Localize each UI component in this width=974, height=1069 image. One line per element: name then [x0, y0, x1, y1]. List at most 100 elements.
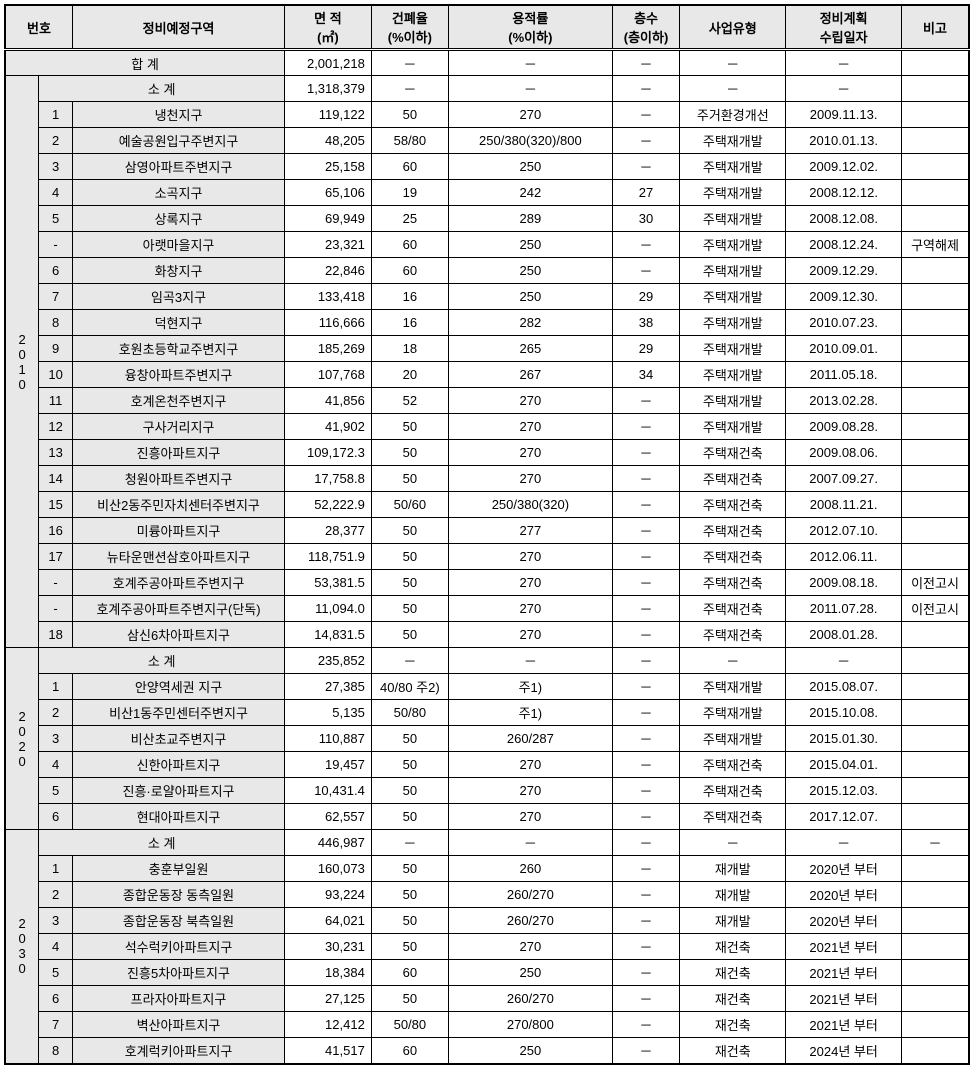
cell: 합 계 [5, 50, 285, 76]
cell: 주택재개발 [680, 310, 786, 336]
cell: 예술공원입구주변지구 [72, 128, 284, 154]
cell: 5 [39, 778, 73, 804]
th-floors: 층수(층이하) [612, 5, 679, 50]
cell: 주택재개발 [680, 414, 786, 440]
cell: 30,231 [285, 934, 372, 960]
cell: 267 [448, 362, 612, 388]
cell: － [612, 700, 679, 726]
cell: 270 [448, 934, 612, 960]
cell: 2010.07.23. [786, 310, 902, 336]
cell [901, 414, 969, 440]
cell [901, 700, 969, 726]
cell: 소 계 [39, 648, 285, 674]
cell: 16 [371, 284, 448, 310]
cell: 2,001,218 [285, 50, 372, 76]
cell: 28,377 [285, 518, 372, 544]
cell: 10 [39, 362, 73, 388]
cell: 종합운동장 동측일원 [72, 882, 284, 908]
cell: 50/80 [371, 700, 448, 726]
cell: 50 [371, 986, 448, 1012]
cell: 48,205 [285, 128, 372, 154]
cell: 5 [39, 206, 73, 232]
cell: 3 [39, 154, 73, 180]
cell: 2009.08.06. [786, 440, 902, 466]
cell: 29 [612, 336, 679, 362]
cell: 이전고시 [901, 570, 969, 596]
cell [901, 492, 969, 518]
cell: 116,666 [285, 310, 372, 336]
cell: 109,172.3 [285, 440, 372, 466]
cell [901, 128, 969, 154]
cell: 50 [371, 908, 448, 934]
cell [901, 388, 969, 414]
cell: 2021년 부터 [786, 934, 902, 960]
cell: － [448, 648, 612, 674]
cell: 2008.12.08. [786, 206, 902, 232]
cell: 2015.01.30. [786, 726, 902, 752]
cell: 소곡지구 [72, 180, 284, 206]
cell: － [612, 986, 679, 1012]
cell: 4 [39, 934, 73, 960]
cell: 화창지구 [72, 258, 284, 284]
cell: 융창아파트주변지구 [72, 362, 284, 388]
cell: 250 [448, 258, 612, 284]
cell: － [612, 856, 679, 882]
cell [901, 310, 969, 336]
cell: 19 [371, 180, 448, 206]
cell [901, 258, 969, 284]
cell [901, 960, 969, 986]
cell: － [612, 596, 679, 622]
cell: 종합운동장 북측일원 [72, 908, 284, 934]
cell: 비산2동주민자치센터주변지구 [72, 492, 284, 518]
cell: 구사거리지구 [72, 414, 284, 440]
cell: 265 [448, 336, 612, 362]
cell: 446,987 [285, 830, 372, 856]
cell: 주택재개발 [680, 726, 786, 752]
cell [901, 1038, 969, 1064]
th-biztype: 사업유형 [680, 5, 786, 50]
cell: 12 [39, 414, 73, 440]
cell: 50 [371, 882, 448, 908]
cell: 2010.09.01. [786, 336, 902, 362]
cell: － [612, 1012, 679, 1038]
cell: 2008.11.21. [786, 492, 902, 518]
cell: 270 [448, 752, 612, 778]
cell: 주택재개발 [680, 336, 786, 362]
cell: 2008.12.24. [786, 232, 902, 258]
cell: 25 [371, 206, 448, 232]
cell: 15 [39, 492, 73, 518]
cell: 250 [448, 284, 612, 310]
cell: 주택재개발 [680, 258, 786, 284]
cell: 삼신6차아파트지구 [72, 622, 284, 648]
cell: 50/80 [371, 1012, 448, 1038]
cell: － [371, 76, 448, 102]
cell: 50 [371, 622, 448, 648]
cell: 주택재건축 [680, 778, 786, 804]
cell [901, 726, 969, 752]
cell: 27,125 [285, 986, 372, 1012]
cell: － [612, 128, 679, 154]
cell: 2011.07.28. [786, 596, 902, 622]
cell: 41,517 [285, 1038, 372, 1064]
cell [901, 466, 969, 492]
th-plandate: 정비계획수립일자 [786, 5, 902, 50]
cell: 호계주공아파트주변지구(단독) [72, 596, 284, 622]
cell: 2020년 부터 [786, 882, 902, 908]
cell: 3 [39, 726, 73, 752]
cell: 23,321 [285, 232, 372, 258]
cell: － [612, 258, 679, 284]
cell: 250 [448, 154, 612, 180]
cell: 2009.11.13. [786, 102, 902, 128]
cell: 뉴타운맨션삼호아파트지구 [72, 544, 284, 570]
cell: 270 [448, 596, 612, 622]
cell: 50 [371, 596, 448, 622]
cell: 주택재건축 [680, 518, 786, 544]
cell: 270 [448, 804, 612, 830]
cell: 62,557 [285, 804, 372, 830]
cell: 270 [448, 102, 612, 128]
cell [901, 778, 969, 804]
cell: 2021년 부터 [786, 960, 902, 986]
cell: 2009.12.02. [786, 154, 902, 180]
cell: 38 [612, 310, 679, 336]
cell [901, 856, 969, 882]
